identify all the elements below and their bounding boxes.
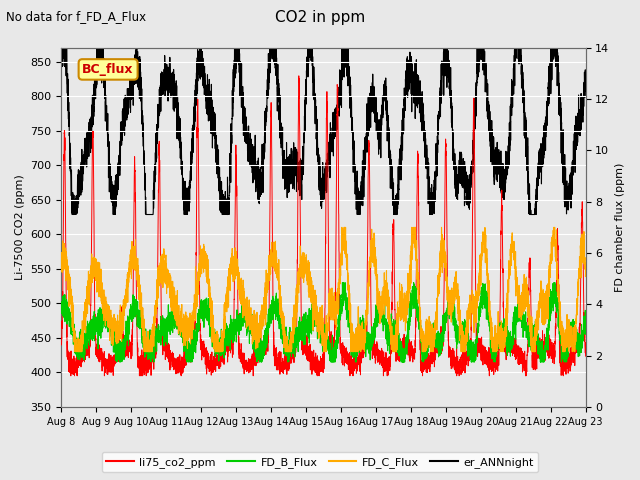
Y-axis label: FD chamber flux (ppm): FD chamber flux (ppm) — [615, 163, 625, 292]
Text: CO2 in ppm: CO2 in ppm — [275, 10, 365, 24]
Text: No data for f_FD_A_Flux: No data for f_FD_A_Flux — [6, 10, 147, 23]
Text: BC_flux: BC_flux — [83, 63, 134, 76]
Y-axis label: Li-7500 CO2 (ppm): Li-7500 CO2 (ppm) — [15, 174, 25, 280]
Legend: li75_co2_ppm, FD_B_Flux, FD_C_Flux, er_ANNnight: li75_co2_ppm, FD_B_Flux, FD_C_Flux, er_A… — [102, 452, 538, 472]
